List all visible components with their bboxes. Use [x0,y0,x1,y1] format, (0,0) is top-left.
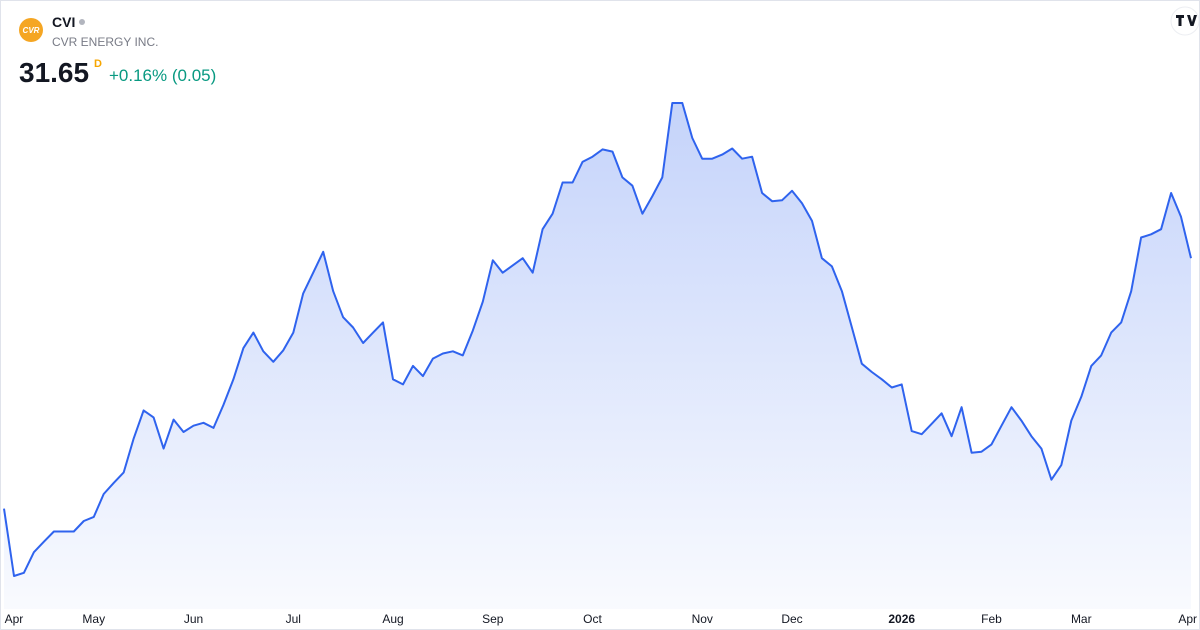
change: +0.16% (0.05) [109,66,216,85]
x-tick-label: Oct [583,612,602,626]
x-tick-label: 2026 [888,612,915,626]
x-tick-label: Jul [286,612,301,626]
logo-text: CVR [23,26,40,35]
interval: D [94,58,102,70]
x-tick-label: Dec [781,612,802,626]
area-fill [4,103,1191,609]
tv-logo[interactable] [1170,6,1199,36]
x-tick-label: Apr [5,612,24,626]
company-name: CVR ENERGY INC. [52,35,158,49]
x-tick-label: Feb [981,612,1002,626]
price-line [3,102,1192,577]
x-tick-label: Jun [184,612,203,626]
tv-logo-glyph [1176,15,1197,26]
price: 31.65 [19,57,89,88]
x-tick-label: May [82,612,105,626]
x-tick-label: Mar [1071,612,1092,626]
x-tick-label: Nov [692,612,713,626]
x-tick-label: Apr [1178,612,1197,626]
x-tick-label: Sep [482,612,504,626]
status-dot [79,19,85,25]
logo [19,18,43,42]
x-tick-label: Aug [382,612,403,626]
symbol: CVI [52,14,75,30]
